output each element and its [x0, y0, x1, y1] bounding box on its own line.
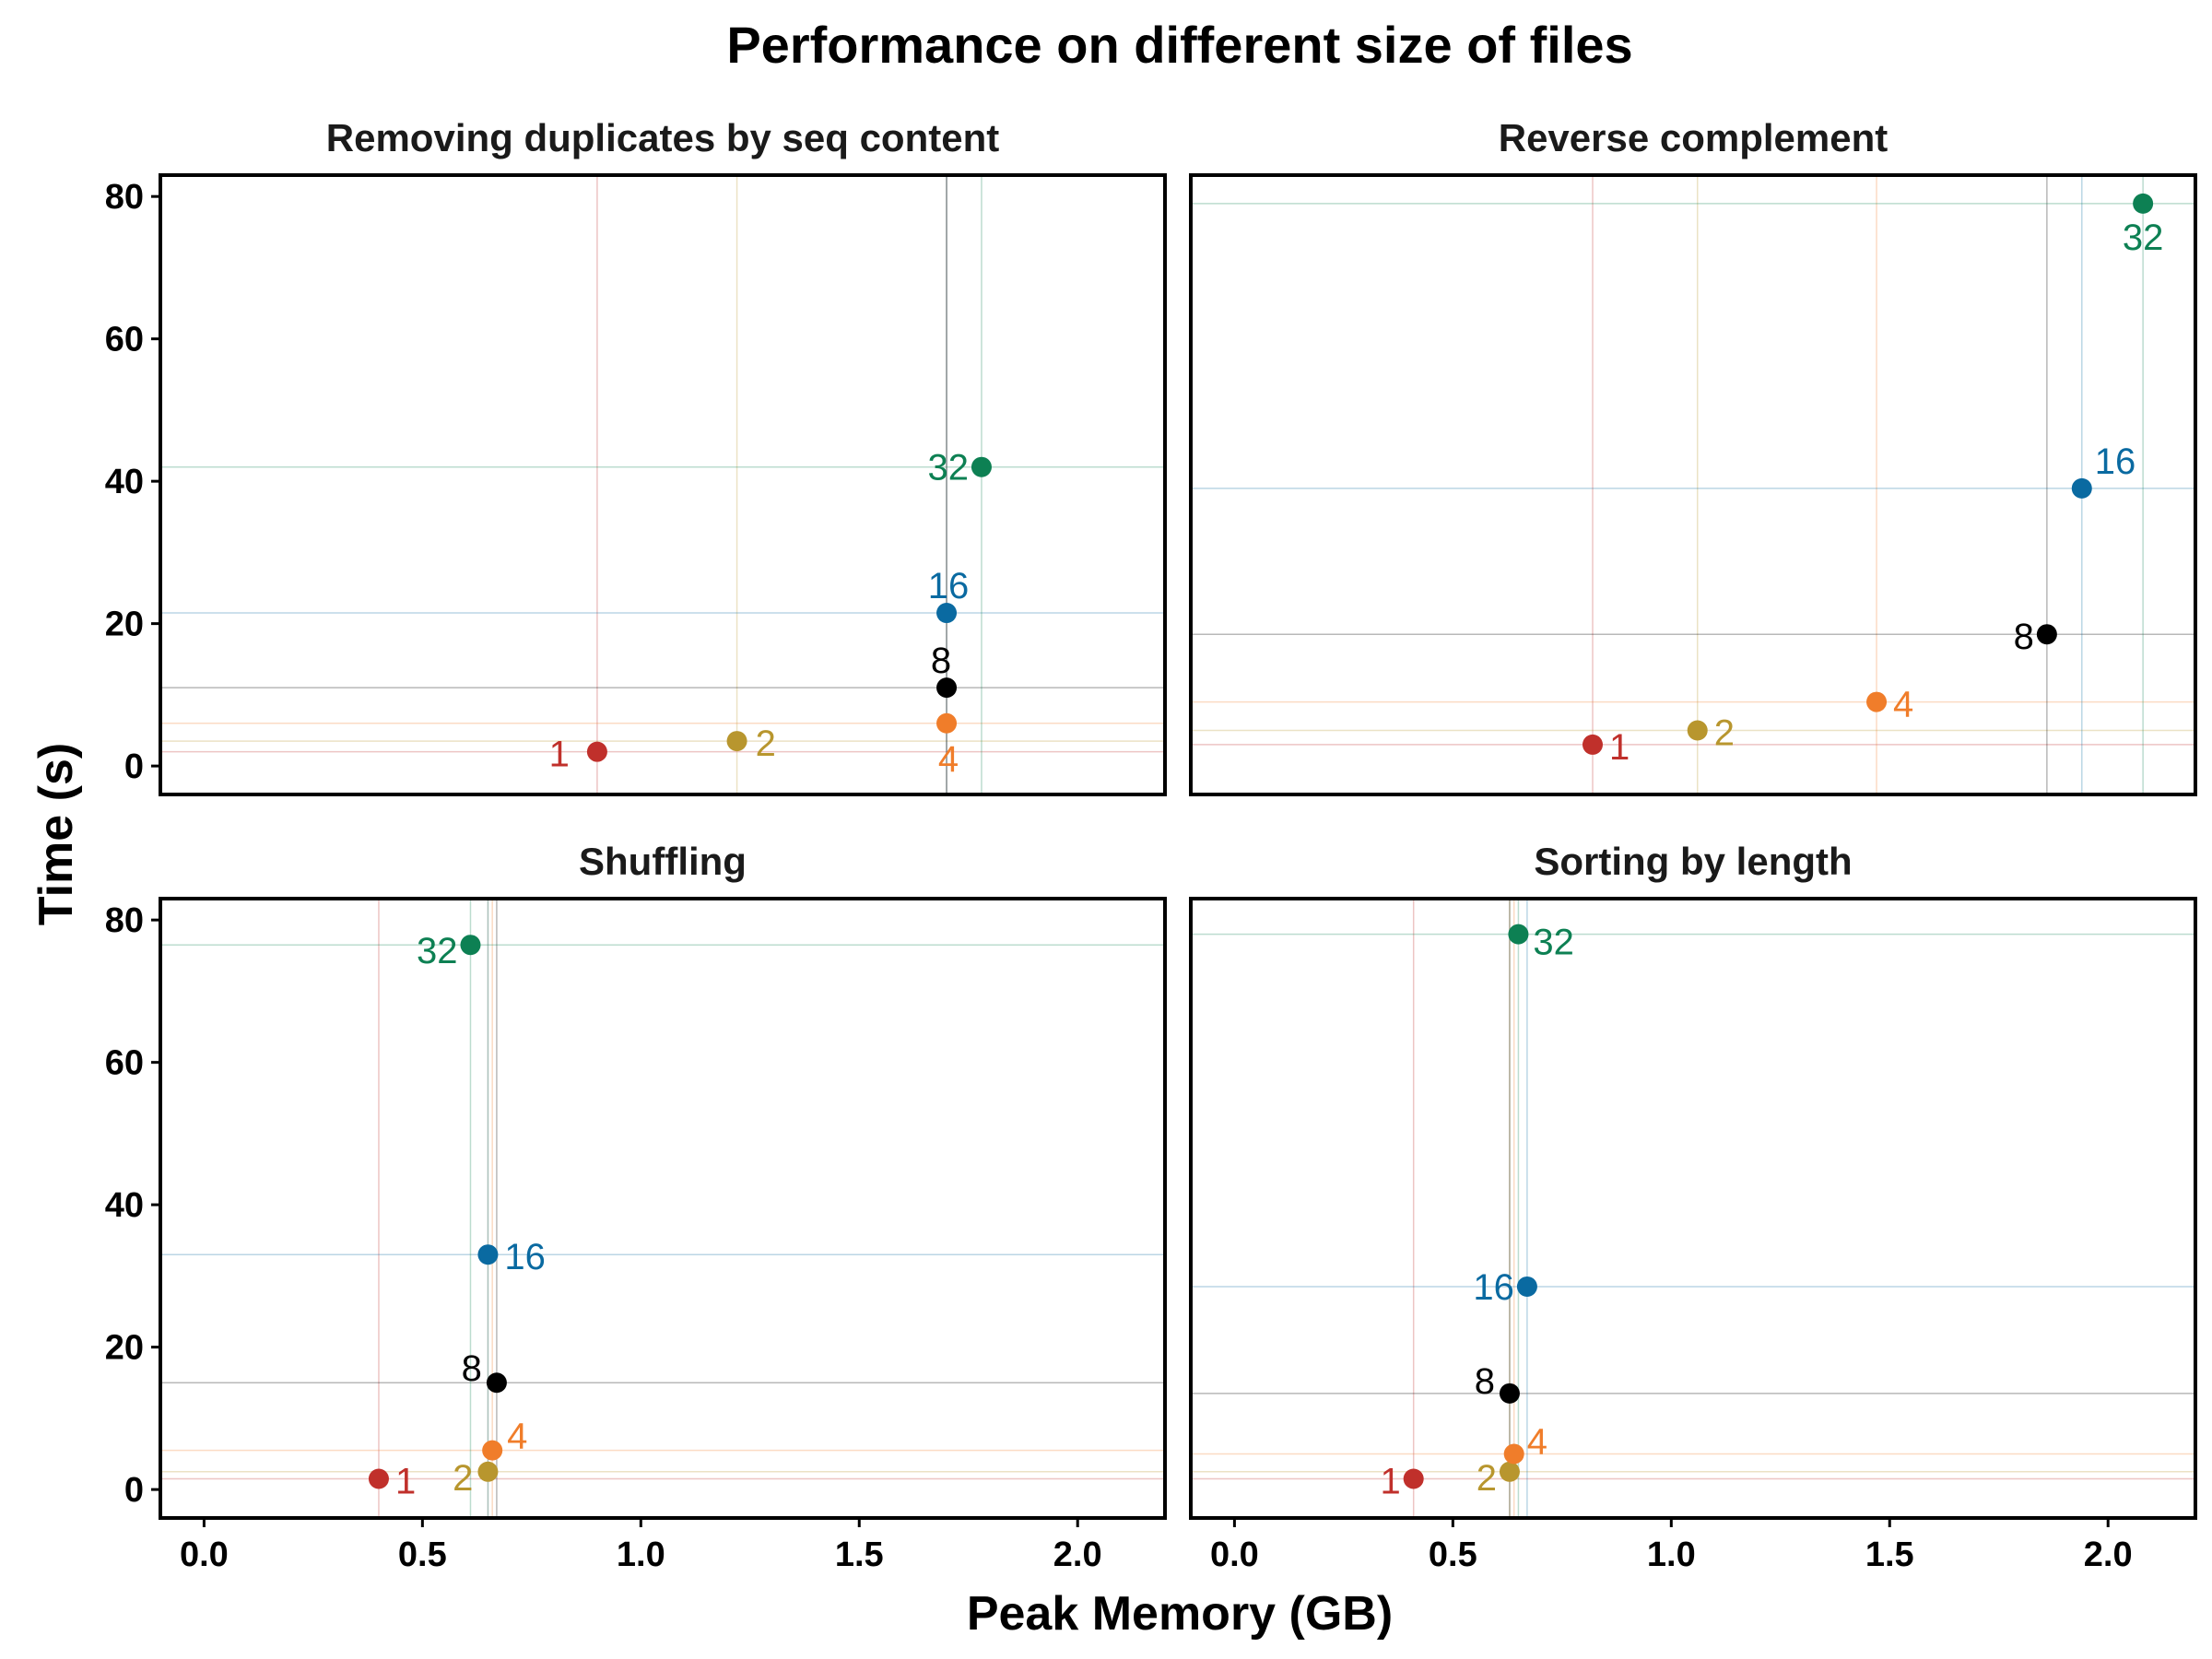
- x-tick-label: 1.5: [835, 1535, 884, 1574]
- reference-lines: [160, 175, 1165, 794]
- x-tick-label: 2.0: [1053, 1535, 1102, 1574]
- data-label-1: 1: [1609, 727, 1630, 768]
- data-label-8: 8: [2014, 617, 2034, 657]
- y-axis-title: Time (s): [29, 743, 83, 925]
- reference-lines: [160, 899, 1165, 1518]
- data-label-32: 32: [927, 448, 969, 488]
- data-point-2: [726, 731, 747, 752]
- data-label-32: 32: [417, 931, 458, 971]
- panel-border: [1189, 897, 2197, 1520]
- data-label-2: 2: [453, 1458, 473, 1499]
- data-label-4: 4: [507, 1417, 527, 1457]
- y-tick-label: 0: [124, 747, 144, 786]
- data-point-8: [936, 677, 958, 699]
- data-point-32: [1508, 924, 1529, 945]
- x-tick-label: 0.5: [1429, 1535, 1477, 1574]
- x-axis-title: Peak Memory (GB): [967, 1587, 1393, 1641]
- data-point-1: [368, 1468, 389, 1489]
- x-tick-label: 2.0: [2084, 1535, 2133, 1574]
- x-tick-label: 1.5: [1865, 1535, 1914, 1574]
- panel-1: Removing duplicates by seq content 0 20 40 6…: [105, 116, 1167, 796]
- data-label-16: 16: [928, 566, 970, 606]
- reference-lines: [1191, 175, 2195, 794]
- data-point-16: [936, 603, 958, 624]
- data-label-1: 1: [395, 1462, 416, 1502]
- data-label-8: 8: [462, 1348, 482, 1389]
- data-label-8: 8: [931, 641, 951, 681]
- x-tick-label: 1.0: [1647, 1535, 1696, 1574]
- y-tick-label: 0: [124, 1471, 144, 1510]
- data-point-8: [1499, 1382, 1520, 1404]
- x-tick-label: 1.0: [617, 1535, 665, 1574]
- data-point-4: [482, 1440, 503, 1461]
- panel-3: Shuffling 0 20 40 60 80 0.0 0.5 1.0 1.5 2.0 1 248 16 3…: [105, 840, 1167, 1574]
- data-label-4: 4: [1893, 685, 1913, 725]
- data-label-2: 2: [1477, 1458, 1497, 1499]
- panel-title: Reverse complement: [1499, 116, 1888, 159]
- data-point-32: [460, 935, 481, 956]
- data-point-32: [2133, 193, 2154, 214]
- data-point-8: [486, 1372, 507, 1394]
- y-tick-label: 20: [105, 606, 144, 644]
- data-point-1: [1403, 1468, 1424, 1489]
- y-tick-label: 60: [105, 1044, 144, 1083]
- data-point-4: [936, 712, 958, 734]
- data-point-2: [1499, 1461, 1520, 1482]
- panels: Removing duplicates by seq content020406…: [105, 116, 2197, 1574]
- data-point-16: [477, 1244, 499, 1265]
- panel-4: Sorting by length 0.0 0.5 1.0 1.5 2.0 1 248 16 32: [1189, 840, 2197, 1574]
- data-point-16: [1516, 1276, 1537, 1297]
- panel-border: [159, 897, 1167, 1520]
- data-label-1: 1: [549, 735, 570, 775]
- data-label-32: 32: [2123, 218, 2164, 258]
- data-point-4: [1866, 691, 1888, 712]
- data-point-8: [2036, 624, 2057, 645]
- data-point-1: [586, 741, 607, 762]
- data-point-16: [2071, 477, 2092, 499]
- x-tick-label: 0.5: [398, 1535, 447, 1574]
- panel-title: Sorting by length: [1534, 840, 1852, 883]
- data-label-2: 2: [756, 724, 776, 764]
- x-tick-label: 0.0: [1210, 1535, 1259, 1574]
- y-tick-label: 80: [105, 901, 144, 940]
- chart-title: Performance on different size of files: [726, 16, 1632, 74]
- data-point-32: [971, 456, 992, 477]
- data-point-2: [1687, 720, 1708, 741]
- panel-title: Removing duplicates by seq content: [326, 116, 999, 159]
- y-tick-label: 20: [105, 1329, 144, 1368]
- panel-2: Reverse complement 1 2 4 8 16 32: [1189, 116, 2197, 796]
- data-point-4: [1503, 1443, 1524, 1465]
- panel-title: Shuffling: [579, 840, 747, 883]
- data-label-4: 4: [1527, 1421, 1547, 1462]
- data-label-8: 8: [1475, 1361, 1495, 1402]
- reference-lines: [1191, 899, 2195, 1518]
- data-label-32: 32: [1533, 923, 1574, 963]
- data-point-2: [477, 1461, 499, 1482]
- data-label-16: 16: [2095, 441, 2136, 482]
- y-tick-label: 40: [105, 1186, 144, 1225]
- data-label-16: 16: [1473, 1267, 1514, 1308]
- data-point-1: [1583, 734, 1603, 755]
- y-tick-label: 60: [105, 321, 144, 359]
- panel-border: [1189, 173, 2197, 796]
- data-label-1: 1: [1380, 1462, 1400, 1502]
- data-label-4: 4: [938, 739, 959, 780]
- x-tick-label: 0.0: [180, 1535, 229, 1574]
- data-label-2: 2: [1714, 712, 1735, 753]
- panel-border: [159, 173, 1167, 796]
- data-label-16: 16: [504, 1237, 546, 1277]
- y-tick-label: 80: [105, 178, 144, 217]
- y-tick-label: 40: [105, 463, 144, 501]
